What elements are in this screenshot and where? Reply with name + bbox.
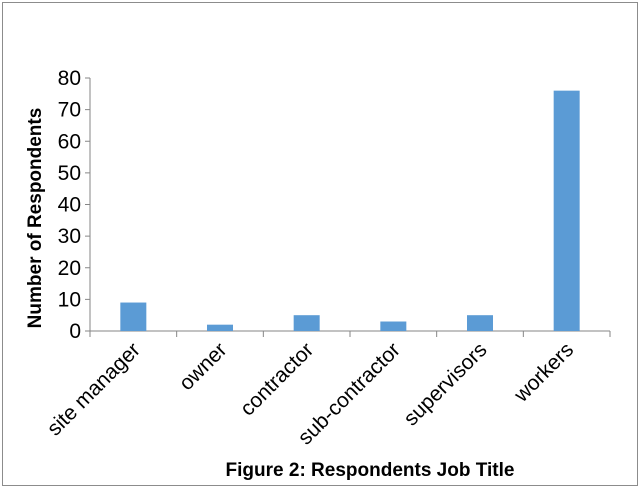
chart-frame <box>2 2 638 486</box>
bar <box>553 90 580 332</box>
x-tick-label: contractor <box>236 338 318 420</box>
y-tick-label: 60 <box>58 130 81 153</box>
axes <box>85 77 611 337</box>
bar <box>120 302 147 331</box>
x-axis-label: Figure 2: Respondents Job Title <box>226 460 515 481</box>
x-tick-label: supervisors <box>399 338 491 430</box>
y-tick-label: 0 <box>69 320 81 343</box>
x-tick-label: site manager <box>43 338 145 440</box>
y-tick-label: 30 <box>58 225 81 248</box>
y-tick-label: 10 <box>58 288 81 311</box>
y-tick-label: 40 <box>58 194 81 217</box>
x-tick-labels: site manager owner contractorsub-contracto… <box>43 338 578 449</box>
y-tick-label: 80 <box>58 67 81 90</box>
y-tick-label: 70 <box>58 99 81 122</box>
y-tick-label: 20 <box>58 257 81 280</box>
x-tick-label: workers <box>509 338 578 407</box>
y-tick-label: 50 <box>58 162 81 185</box>
bars <box>120 90 580 332</box>
bar <box>380 321 407 331</box>
y-axis-label: Number of Respondents <box>25 108 46 329</box>
x-tick-label: owner <box>175 338 232 395</box>
bar <box>467 315 493 331</box>
y-tick-labels: 0 10 20 30 40 50 60 70 80 <box>58 67 81 343</box>
bar <box>207 324 233 331</box>
bar <box>293 315 320 331</box>
